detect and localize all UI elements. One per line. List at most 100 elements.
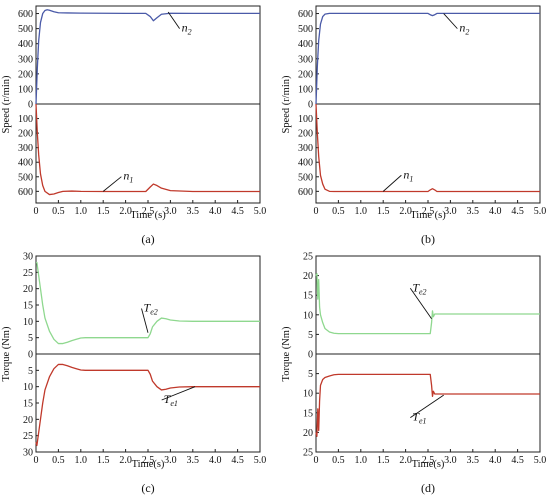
y-tick-label: 100 bbox=[18, 84, 33, 95]
series-line-Te1 bbox=[315, 373, 540, 437]
panel-label: (c) bbox=[141, 481, 154, 495]
series-label-main: T bbox=[412, 410, 420, 424]
y-axis-label: Speed (r/min) bbox=[1, 75, 12, 134]
y-tick-label: 600 bbox=[298, 9, 313, 20]
x-tick-label: 1.5 bbox=[377, 455, 390, 466]
x-tick-label: 0 bbox=[34, 206, 39, 217]
y-tick-label: 25 bbox=[23, 431, 33, 442]
x-tick-label: 3.0 bbox=[444, 455, 457, 466]
series-label-main: n bbox=[459, 21, 465, 35]
y-tick-label: 200 bbox=[298, 129, 313, 140]
series-label-sub: 2 bbox=[465, 28, 469, 37]
series-label-n1: n1 bbox=[403, 167, 413, 183]
y-tick-label: 500 bbox=[18, 24, 33, 35]
x-tick-label: 4.0 bbox=[489, 455, 502, 466]
y-tick-label: 20 bbox=[23, 415, 33, 426]
y-tick-label: 500 bbox=[18, 172, 33, 183]
series-label-sub: 2 bbox=[188, 28, 192, 37]
y-tick-label: 15 bbox=[303, 291, 313, 302]
y-tick-label: 20 bbox=[303, 428, 313, 439]
y-axis-label: Speed (r/min) bbox=[281, 75, 292, 134]
x-tick-label: 2.5 bbox=[142, 455, 155, 466]
y-tick-label: 600 bbox=[298, 187, 313, 198]
series-line-n1 bbox=[35, 103, 260, 196]
series-line-Te2 bbox=[36, 261, 260, 345]
y-tick-label: 25 bbox=[303, 448, 313, 459]
y-tick-label: 5 bbox=[308, 369, 313, 380]
panel-label: (d) bbox=[421, 481, 435, 495]
y-tick-label: 200 bbox=[18, 69, 33, 80]
y-tick-label: 10 bbox=[23, 317, 33, 328]
y-tick-label: 0 bbox=[28, 350, 33, 361]
x-tick-label: 3.0 bbox=[164, 455, 177, 466]
y-tick-label: 100 bbox=[18, 114, 33, 125]
y-tick-label: 300 bbox=[18, 54, 33, 65]
x-axis-label: Time(s) bbox=[412, 459, 445, 470]
chart-panel: 0 0.5 1.0 1.5 2.0 2.5 3.0 3.5 4.0 4.5 5.0 0 100 200 30… bbox=[1, 5, 267, 246]
y-tick-label: 15 bbox=[23, 301, 33, 312]
y-tick-label: 400 bbox=[298, 39, 313, 50]
x-tick-label: 1.0 bbox=[75, 455, 88, 466]
y-tick-label: 600 bbox=[18, 187, 33, 198]
series-label-sub: e1 bbox=[170, 399, 178, 408]
x-tick-label: 1.0 bbox=[355, 455, 368, 466]
y-tick-label: 200 bbox=[18, 129, 33, 140]
annotation-leader bbox=[409, 288, 432, 319]
series-label-n2: n2 bbox=[182, 21, 192, 37]
x-tick-label: 0.5 bbox=[52, 206, 65, 217]
series-label-sub: e2 bbox=[150, 308, 158, 317]
x-tick-label: 3.5 bbox=[467, 206, 480, 217]
y-tick-label: 0 bbox=[308, 350, 313, 361]
y-tick-label: 30 bbox=[23, 252, 33, 263]
y-tick-label: 25 bbox=[23, 268, 33, 279]
y-tick-label: 25 bbox=[303, 252, 313, 263]
y-tick-label: 5 bbox=[308, 330, 313, 341]
x-tick-label: 2.0 bbox=[119, 206, 132, 217]
x-tick-label: 2.5 bbox=[422, 206, 435, 217]
y-tick-label: 10 bbox=[303, 389, 313, 400]
series-label-main: n bbox=[123, 169, 129, 183]
series-label-sub: 1 bbox=[409, 174, 413, 183]
y-tick-label: 10 bbox=[303, 310, 313, 321]
series-label-Te1: Te1 bbox=[164, 392, 178, 408]
y-tick-label: 0 bbox=[28, 100, 33, 111]
y-axis-label: Torque (Nm) bbox=[1, 326, 12, 381]
y-tick-label: 15 bbox=[303, 408, 313, 419]
panel-label: (a) bbox=[141, 232, 154, 246]
x-tick-label: 2.0 bbox=[119, 455, 132, 466]
y-tick-label: 400 bbox=[18, 39, 33, 50]
y-tick-label: 0 bbox=[308, 100, 313, 111]
y-tick-label: 300 bbox=[298, 54, 313, 65]
x-tick-label: 0 bbox=[314, 206, 319, 217]
x-tick-label: 5.0 bbox=[534, 206, 547, 217]
y-tick-label: 600 bbox=[18, 9, 33, 20]
y-tick-label: 500 bbox=[298, 24, 313, 35]
series-label-sub: e2 bbox=[419, 287, 427, 296]
x-tick-label: 1.0 bbox=[75, 206, 88, 217]
x-tick-label: 0.5 bbox=[332, 206, 345, 217]
y-tick-label: 200 bbox=[298, 69, 313, 80]
series-label-Te2: Te2 bbox=[412, 280, 426, 296]
series-label-n2: n2 bbox=[459, 21, 469, 37]
x-tick-label: 3.5 bbox=[187, 206, 200, 217]
y-tick-label: 500 bbox=[298, 172, 313, 183]
x-tick-label: 5.0 bbox=[254, 206, 267, 217]
y-tick-label: 30 bbox=[23, 448, 33, 459]
x-tick-label: 0 bbox=[34, 455, 39, 466]
series-label-main: T bbox=[144, 301, 152, 315]
y-tick-label: 100 bbox=[298, 114, 313, 125]
x-axis-label: Time (s) bbox=[130, 210, 166, 221]
y-tick-label: 20 bbox=[303, 271, 313, 282]
x-tick-label: 3.0 bbox=[164, 206, 177, 217]
chart-panel: 0 0.5 1.0 1.5 2.0 2.5 3.0 3.5 4.0 4.5 5.0 0 100 200 30… bbox=[281, 5, 547, 246]
x-tick-label: 2.0 bbox=[399, 455, 412, 466]
annotation-leader bbox=[167, 11, 180, 29]
y-tick-label: 15 bbox=[23, 399, 33, 410]
series-label-Te2: Te2 bbox=[144, 301, 158, 317]
series-line-Te1 bbox=[35, 363, 260, 447]
series-label-n1: n1 bbox=[123, 169, 133, 185]
x-tick-label: 0.5 bbox=[332, 455, 345, 466]
y-tick-label: 10 bbox=[23, 382, 33, 393]
x-tick-label: 1.5 bbox=[97, 206, 110, 217]
